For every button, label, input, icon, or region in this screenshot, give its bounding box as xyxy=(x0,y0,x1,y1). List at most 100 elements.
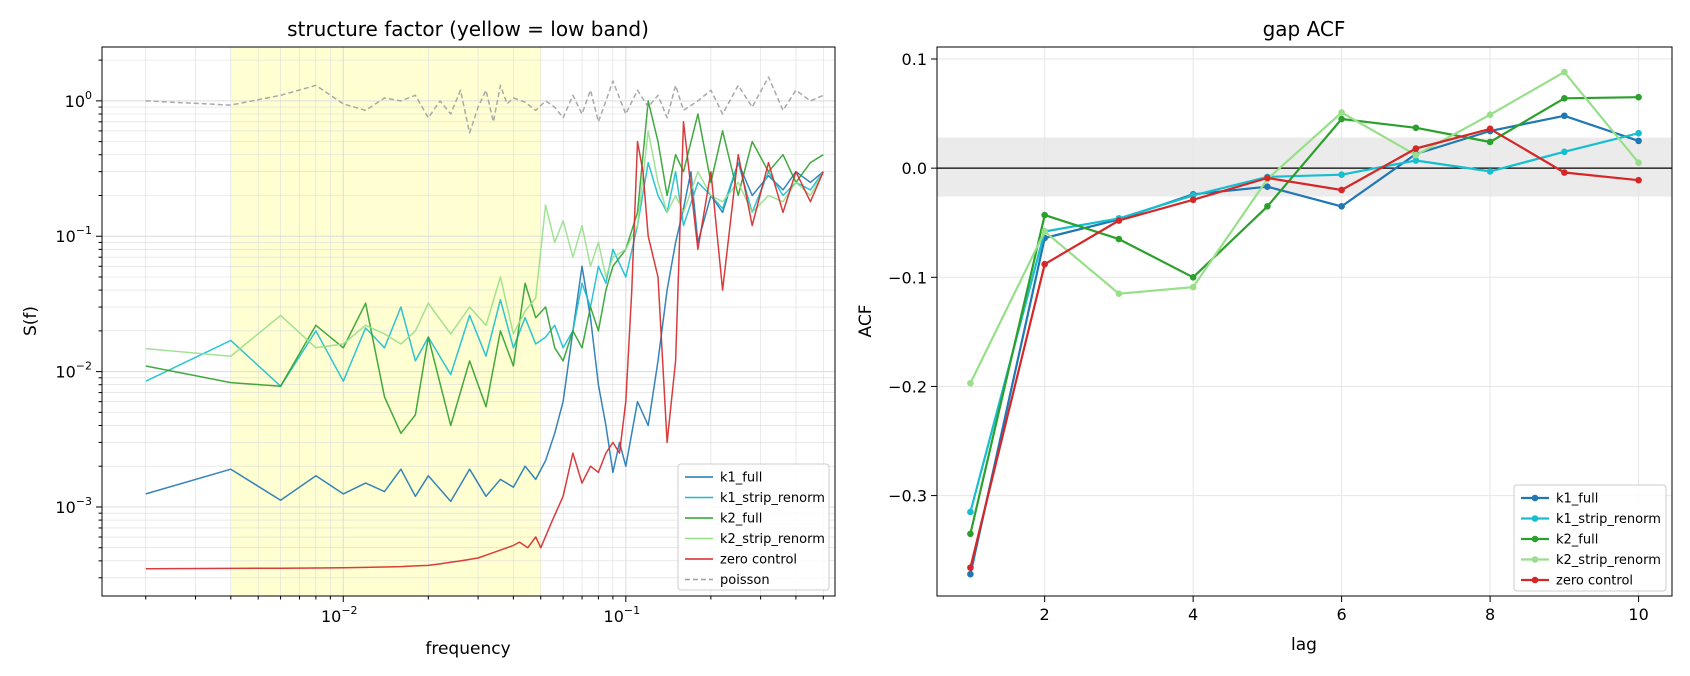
data-point-zero-control xyxy=(1264,174,1271,182)
data-point-zero-control xyxy=(1412,145,1420,152)
data-point-k1-full xyxy=(967,570,974,578)
data-point-k1-strip-renorm xyxy=(1635,129,1642,137)
x-tick-label: 4 xyxy=(1188,605,1198,624)
data-point-k2-full xyxy=(1264,203,1271,210)
legend-label-k1-full: k1_full xyxy=(720,471,762,486)
gap-acf-panel: 2 4 6 8 10 0.1 0.0 −0.1 −0.2 −0.3 gap ACF lag ACF… xyxy=(856,17,1673,655)
series-line-k1-strip-renorm xyxy=(145,161,824,387)
low-band-rect xyxy=(230,47,541,596)
legend-label-k2-full: k2_full xyxy=(720,512,762,527)
data-point-k2-full xyxy=(1189,273,1197,281)
legend-label-k1-full: k1_full xyxy=(1556,492,1598,507)
series-line-zero-control xyxy=(145,121,824,570)
data-point-k1-strip-renorm xyxy=(1412,157,1420,164)
data-point-k2-full xyxy=(1486,138,1494,146)
data-point-k2-full xyxy=(1635,93,1642,101)
data-point-k2-strip-renorm xyxy=(1041,228,1048,235)
y-tick-exponent: 0 xyxy=(85,89,92,102)
data-point-k2-full xyxy=(1561,94,1568,102)
data-point-zero-control xyxy=(1189,196,1197,204)
data-point-k2-strip-renorm xyxy=(1115,290,1123,297)
legend-label-k1-strip-renorm: k1_strip_renorm xyxy=(720,491,825,506)
y-tick-label: −0.2 xyxy=(888,377,927,396)
data-point-k2-full xyxy=(1115,235,1123,243)
low-band-shading xyxy=(230,47,541,596)
x-tick-label: 2 xyxy=(1040,605,1050,624)
data-point-k2-strip-renorm xyxy=(1561,68,1568,76)
legend-label-zero-control: zero control xyxy=(1556,574,1633,589)
x-tick-exponent: −1 xyxy=(624,604,640,617)
series-line-k1-strip-renorm xyxy=(969,132,1639,513)
data-point-k2-strip-renorm xyxy=(1486,111,1494,118)
structure-factor-series xyxy=(145,76,824,570)
data-point-k1-full xyxy=(1338,203,1345,210)
y-tick-label: −0.1 xyxy=(888,268,927,287)
series-line-k2-full xyxy=(145,100,824,435)
data-point-k2-full xyxy=(1412,124,1420,132)
structure-factor-axes-frame xyxy=(101,46,836,597)
acf-series xyxy=(967,68,1642,578)
x-tick-exponent: −2 xyxy=(341,604,357,617)
series-line-k2-strip-renorm xyxy=(145,130,824,357)
acf-title: gap ACF xyxy=(1263,17,1346,41)
legend-marker-k2-full xyxy=(1531,535,1539,543)
legend-label-k1-strip-renorm: k1_strip_renorm xyxy=(1556,512,1661,527)
data-point-k2-strip-renorm xyxy=(1189,283,1197,291)
series-line-k2-full xyxy=(969,96,1639,535)
confidence-band-rect xyxy=(937,137,1672,197)
structure-factor-xlabel: frequency xyxy=(425,639,510,659)
x-tick-label: 6 xyxy=(1337,605,1347,624)
legend-marker-zero-control xyxy=(1531,576,1539,584)
structure-factor-grid xyxy=(102,47,835,596)
y-tick-exponent: −2 xyxy=(76,360,92,373)
acf-legend: k1_full k1_strip_renorm k2_full k2_strip_re… xyxy=(1513,484,1667,592)
y-tick-label: 0.1 xyxy=(902,50,927,69)
structure-factor-title: structure factor (yellow = low band) xyxy=(287,17,649,41)
legend-marker-k1-strip-renorm xyxy=(1531,515,1539,522)
legend-label-poisson: poisson xyxy=(720,573,770,588)
structure-factor-legend-box xyxy=(677,463,830,591)
data-point-k1-strip-renorm xyxy=(967,508,974,516)
acf-confidence-band xyxy=(937,137,1672,197)
data-point-k1-full xyxy=(1264,183,1271,191)
legend-label-zero-control: zero control xyxy=(720,553,797,568)
data-point-k1-full xyxy=(1561,112,1568,120)
series-line-k2-strip-renorm xyxy=(969,70,1640,384)
y-tick-exponent: −3 xyxy=(76,495,92,508)
data-point-k2-strip-renorm xyxy=(1412,151,1420,159)
data-point-zero-control xyxy=(1041,260,1048,268)
data-point-zero-control xyxy=(1635,176,1642,184)
data-point-k2-full xyxy=(1338,115,1345,123)
legend-label-k2-full: k2_full xyxy=(1556,533,1598,548)
acf-legend-box xyxy=(1513,484,1667,592)
legend-marker-k1-full xyxy=(1531,494,1539,502)
x-tick-label: 8 xyxy=(1485,605,1495,624)
data-point-k2-strip-renorm xyxy=(1338,109,1345,116)
series-line-poisson xyxy=(145,76,824,134)
acf-ticks: 2 4 6 8 10 0.1 0.0 −0.1 −0.2 −0.3 xyxy=(888,50,1649,624)
acf-axes-frame xyxy=(936,46,1673,597)
legend-label-k2-strip-renorm: k2_strip_renorm xyxy=(720,532,825,547)
data-point-zero-control xyxy=(1561,169,1568,176)
series-line-zero-control xyxy=(969,127,1639,568)
data-point-zero-control xyxy=(1115,217,1123,224)
structure-factor-legend: k1_full k1_strip_renorm k2_full k2_strip_re… xyxy=(677,463,830,591)
data-point-zero-control xyxy=(967,564,974,571)
y-tick-exponent: −1 xyxy=(76,224,92,237)
data-point-k2-full xyxy=(1041,211,1048,219)
series-line-k1-full xyxy=(969,114,1639,575)
x-tick-label: 10 xyxy=(1628,605,1648,624)
acf-xlabel: lag xyxy=(1291,635,1317,655)
data-point-zero-control xyxy=(1486,125,1494,133)
data-point-k1-strip-renorm xyxy=(1561,148,1568,156)
legend-label-k2-strip-renorm: k2_strip_renorm xyxy=(1556,553,1661,568)
series-line-k1-full xyxy=(145,161,824,503)
y-tick-label: 0.0 xyxy=(902,159,927,178)
data-point-k1-strip-renorm xyxy=(1486,168,1494,175)
data-point-k1-full xyxy=(1635,137,1642,145)
data-point-zero-control xyxy=(1338,186,1345,194)
data-point-k2-strip-renorm xyxy=(1635,159,1642,166)
legend-marker-k2-strip-renorm xyxy=(1531,556,1539,563)
